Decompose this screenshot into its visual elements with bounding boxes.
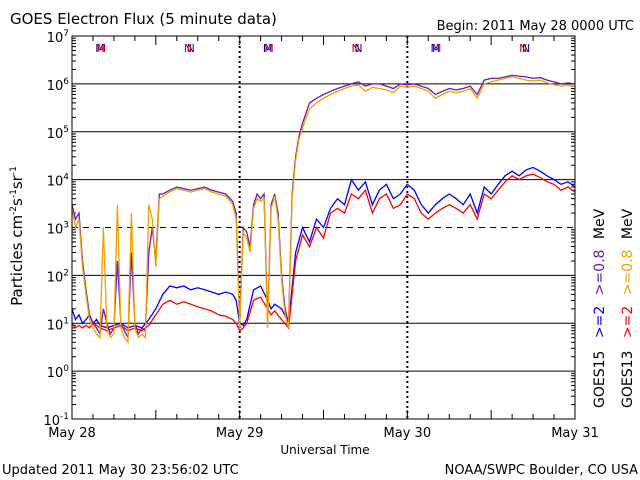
x-tick-label: May 31 — [551, 426, 599, 441]
legend-goes15-label: GOES15 — [592, 351, 608, 408]
series-line-3 — [71, 76, 576, 345]
series-line-2 — [71, 173, 576, 332]
series-line-1 — [71, 74, 576, 338]
legend-goes15-ge2: >=2 — [592, 306, 608, 338]
legend: GOES15 >=2 >=0.8 MeV GOES13 >=2 >=0.8 Me… — [592, 208, 636, 408]
plot-area: 10-1 100 101 102 103 104 105 106 107 May 28 May 29… — [43, 29, 598, 441]
legend-goes13-label: GOES13 — [620, 351, 636, 408]
orbit-marker: M — [97, 42, 107, 55]
legend-goes15-unit: MeV — [592, 208, 608, 239]
x-tick-label: May 30 — [384, 426, 432, 441]
y-tick-label: 104 — [47, 173, 70, 190]
x-tick-label: May 28 — [48, 426, 96, 441]
begin-date-label: Begin: 2011 May 28 0000 UTC — [437, 19, 634, 34]
orbit-marker: N — [522, 42, 530, 55]
orbit-marker: N — [352, 42, 360, 55]
legend-goes13-ge08: >=0.8 — [620, 250, 636, 296]
orbit-marker: M — [432, 42, 442, 55]
y-tick-label: 103 — [47, 221, 69, 238]
orbit-marker: N — [184, 42, 192, 55]
orbit-marker: N — [519, 42, 527, 55]
orbit-marker: M — [431, 42, 441, 55]
plot-frame — [71, 35, 576, 420]
chart-title: GOES Electron Flux (5 minute data) — [10, 10, 277, 28]
x-tick-label: May 29 — [216, 426, 264, 441]
y-tick-label: 101 — [47, 316, 69, 333]
y-axis-label: Particles cm-2s-1sr-1 — [8, 166, 26, 306]
credit-label: NOAA/SWPC Boulder, CO USA — [445, 463, 638, 478]
orbit-marker: M — [95, 42, 105, 55]
y-tick-label: 105 — [47, 125, 69, 142]
orbit-marker: N — [187, 42, 195, 55]
y-tick-label: 10-1 — [43, 412, 69, 429]
x-axis-label: Universal Time — [280, 443, 369, 457]
y-tick-label: 100 — [47, 364, 70, 381]
updated-timestamp: Updated 2011 May 30 23:56:02 UTC — [2, 463, 239, 478]
y-tick-label: 107 — [47, 29, 69, 46]
orbit-marker: M — [263, 42, 273, 55]
legend-goes13: GOES13 >=2 >=0.8 MeV — [620, 208, 636, 408]
legend-goes13-ge2: >=2 — [620, 306, 636, 338]
orbit-marker: M — [264, 42, 274, 55]
y-tick-label: 106 — [47, 77, 70, 94]
y-tick-label: 102 — [47, 268, 69, 285]
legend-goes15: GOES15 >=2 >=0.8 MeV — [592, 208, 608, 408]
orbit-marker: N — [354, 42, 362, 55]
legend-goes13-unit: MeV — [620, 208, 636, 239]
legend-goes15-ge08: >=0.8 — [592, 250, 608, 296]
